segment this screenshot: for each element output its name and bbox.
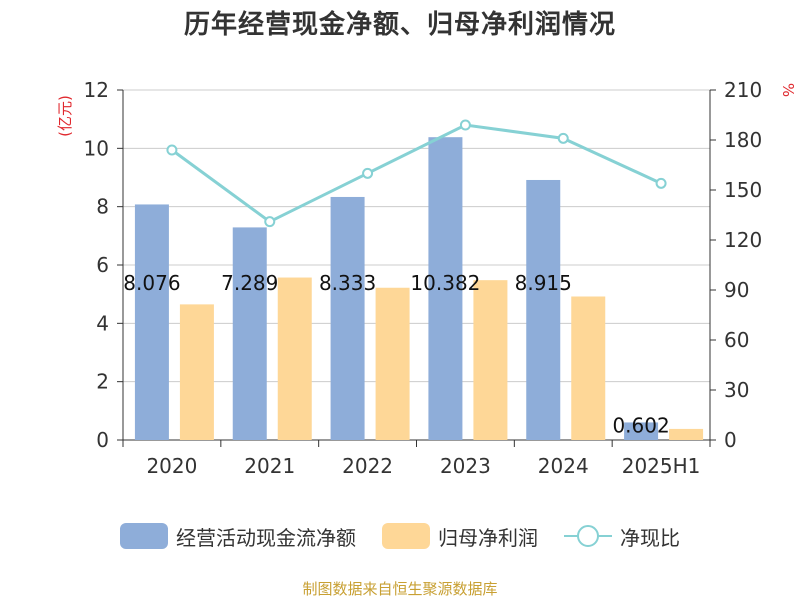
x-tick-label: 2023 (440, 454, 491, 478)
legend-item-ratio[interactable]: 净现比 (564, 522, 680, 551)
ratio-point (264, 216, 276, 228)
data-label: 8.333 (319, 271, 376, 295)
x-tick-label: 2022 (342, 454, 393, 478)
legend: 经营活动现金流净额 归母净利润 净现比 (0, 514, 800, 558)
legend-swatch-cash-flow (120, 523, 168, 549)
ratio-point (655, 177, 667, 189)
bar-cash-flow (330, 196, 365, 440)
x-tick-label: 2020 (146, 454, 197, 478)
bar-net-profit (571, 296, 606, 440)
right-tick-label: 210 (724, 78, 762, 102)
right-tick-label: 0 (724, 428, 737, 452)
right-tick-label: 60 (724, 328, 749, 352)
data-label: 10.382 (410, 271, 480, 295)
bar-net-profit (179, 304, 214, 440)
left-tick-label: 4 (96, 311, 109, 335)
bar-net-profit (473, 280, 508, 440)
right-tick-label: 30 (724, 378, 749, 402)
bar-cash-flow (134, 204, 169, 440)
legend-label-net-profit: 归母净利润 (438, 525, 538, 550)
bar-cash-flow (624, 422, 659, 440)
data-label: 7.289 (221, 271, 278, 295)
legend-label-ratio: 净现比 (620, 525, 680, 550)
left-tick-label: 0 (96, 428, 109, 452)
right-tick-label: 150 (724, 178, 762, 202)
left-tick-label: 8 (96, 195, 109, 219)
x-tick-label: 2024 (538, 454, 589, 478)
bar-net-profit (277, 277, 312, 440)
left-tick-label: 2 (96, 370, 109, 394)
ratio-point (362, 167, 374, 179)
legend-item-net-profit[interactable]: 归母净利润 (382, 522, 538, 551)
chart-title: 历年经营现金净额、归母净利润情况 (183, 10, 616, 40)
left-tick-label: 6 (96, 253, 109, 277)
bar-cash-flow (232, 227, 267, 440)
right-axis-unit: % (779, 83, 797, 97)
bar-cash-flow (428, 137, 463, 441)
right-tick-label: 120 (724, 228, 762, 252)
ratio-point (459, 119, 471, 131)
legend-swatch-ratio-icon (564, 525, 612, 547)
legend-label-cash-flow: 经营活动现金流净额 (176, 525, 356, 550)
x-tick-label: 2021 (244, 454, 295, 478)
left-tick-label: 10 (84, 136, 109, 160)
left-axis-unit: (亿元) (56, 95, 74, 137)
left-tick-label: 12 (84, 78, 109, 102)
x-tick-label: 2025H1 (622, 454, 701, 478)
right-tick-label: 90 (724, 278, 749, 302)
source-note: 制图数据来自恒生聚源数据库 (302, 580, 498, 598)
data-label: 8.915 (515, 271, 572, 295)
legend-item-cash-flow[interactable]: 经营活动现金流净额 (120, 522, 356, 551)
ratio-line (171, 123, 662, 224)
legend-swatch-net-profit (382, 523, 430, 549)
bar-net-profit (669, 428, 704, 440)
bar-net-profit (375, 287, 410, 440)
ratio-point (166, 144, 178, 156)
bar-cash-flow (526, 179, 561, 440)
data-label: 8.076 (123, 271, 180, 295)
data-label: 0.602 (612, 413, 669, 437)
right-tick-label: 180 (724, 128, 762, 152)
ratio-point (557, 132, 569, 144)
